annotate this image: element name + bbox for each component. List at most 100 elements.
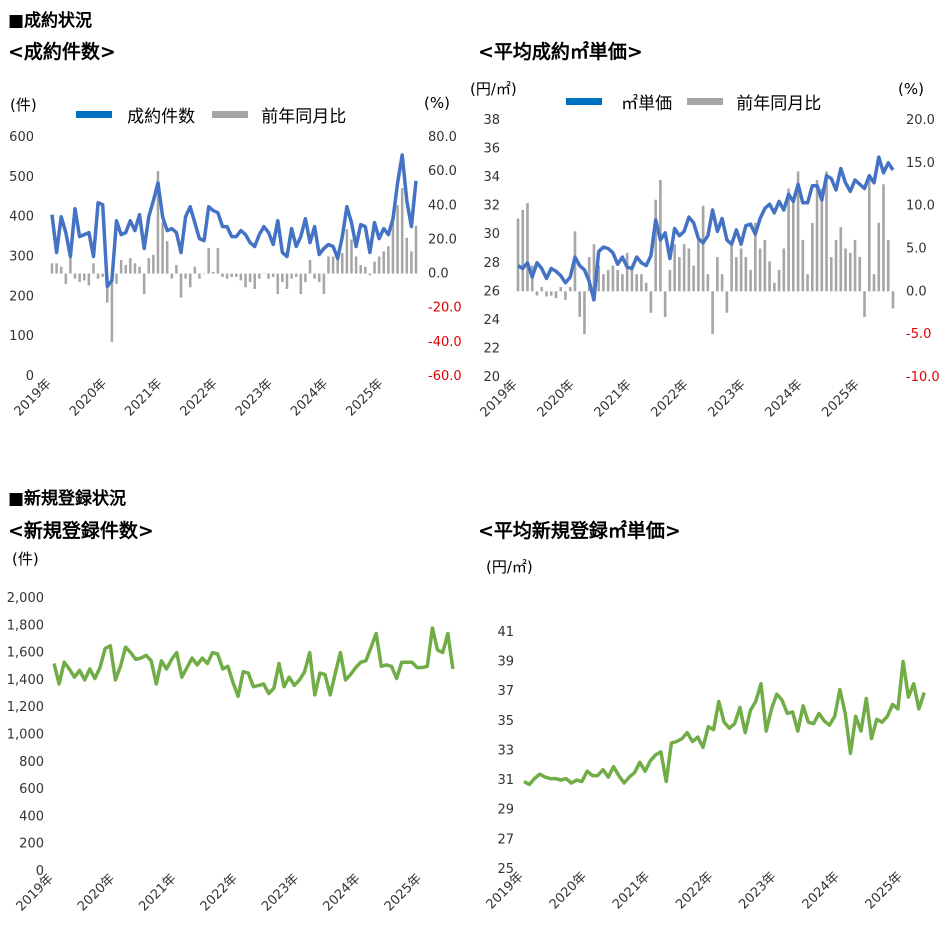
chart4-title: <平均新規登録㎡単価> [478, 520, 681, 542]
bar-yoy [193, 266, 197, 274]
bar-yoy [829, 257, 833, 292]
bar-yoy [50, 263, 54, 274]
bar-yoy [516, 218, 520, 292]
bar-yoy [276, 273, 280, 295]
bar-yoy [749, 269, 752, 292]
bar-yoy [834, 239, 838, 292]
bar-yoy [644, 282, 648, 292]
bar-yoy [815, 179, 819, 292]
bar-yoy [754, 222, 757, 292]
bar-yoy [825, 171, 828, 292]
chart1-right-unit: (%) [424, 94, 450, 112]
bar-yoy [872, 274, 876, 292]
bar-yoy [787, 188, 790, 292]
bar-yoy [87, 273, 91, 286]
bar-yoy [138, 266, 141, 274]
y-left-tick-label: 22 [483, 341, 500, 356]
bar-yoy [526, 203, 529, 292]
bar-yoy [630, 265, 634, 292]
bar-yoy [350, 239, 353, 274]
y-left-tick-label: 26 [483, 284, 500, 299]
x-tick-label: 2024年 [800, 869, 843, 912]
bar-yoy [602, 274, 605, 292]
bar-yoy [258, 273, 261, 279]
legend-swatch-bar [212, 111, 249, 118]
bar-yoy [377, 256, 381, 274]
chart1-left-unit: (件) [10, 96, 37, 114]
bar-yoy [545, 291, 548, 297]
bar-yoy [654, 199, 657, 292]
bar-yoy [354, 256, 358, 274]
y-right-tick-label: 10.0 [906, 199, 935, 214]
y-tick-label: 200 [19, 837, 44, 852]
bar-yoy [267, 273, 270, 279]
legend-label-bar: 前年同月比 [736, 94, 822, 114]
bar-yoy [156, 171, 160, 274]
bar-yoy [405, 237, 409, 274]
bar-yoy [133, 263, 137, 274]
bar-yoy [535, 291, 539, 296]
y-right-tick-label: 20.0 [906, 113, 935, 128]
bar-yoy [540, 287, 544, 292]
y-left-tick-label: 200 [9, 289, 34, 304]
bar-yoy [253, 273, 257, 289]
bar-yoy [235, 273, 238, 277]
bar-yoy [345, 229, 349, 274]
bar-yoy [101, 273, 104, 277]
x-tick-label: 2022年 [673, 869, 716, 912]
legend-swatch-bar [687, 98, 724, 105]
y-right-tick-label: -40.0 [428, 335, 462, 350]
x-tick-label: 2020年 [547, 869, 590, 912]
bar-yoy [706, 274, 710, 292]
y-right-tick-label: 0.0 [906, 284, 927, 299]
y-right-tick-label: 60.0 [428, 164, 457, 179]
y-left-tick-label: 38 [483, 113, 500, 128]
y-left-tick-label: 500 [9, 170, 34, 185]
chart2-title: <平均成約㎡単価> [478, 41, 643, 63]
bar-yoy [735, 257, 738, 292]
bar-yoy [391, 222, 395, 274]
bar-yoy [239, 273, 243, 281]
y-left-tick-label: 600 [9, 130, 34, 145]
bar-yoy [170, 273, 174, 279]
y-right-tick-label: 0.0 [428, 267, 449, 282]
bar-yoy [711, 291, 714, 335]
y-tick-label: 0 [36, 864, 44, 879]
y-right-tick-label: -10.0 [906, 370, 940, 385]
bar-yoy [207, 247, 210, 274]
bar-yoy [844, 248, 847, 292]
bar-yoy [792, 201, 795, 292]
bar-yoy [687, 248, 691, 292]
bar-yoy [810, 222, 814, 292]
y-tick-label: 1,600 [7, 646, 44, 661]
bar-yoy [308, 259, 312, 274]
bar-yoy [230, 273, 233, 277]
bar-yoy [373, 261, 376, 274]
bar-yoy [327, 256, 330, 274]
bar-yoy [682, 244, 686, 292]
bar-yoy [294, 273, 298, 277]
bar-yoy [725, 291, 729, 313]
bar-yoy [147, 258, 151, 274]
bar-yoy [820, 188, 824, 292]
bar-yoy [322, 273, 326, 295]
bar-yoy [142, 273, 146, 295]
bar-yoy [410, 251, 413, 274]
bar-yoy [559, 287, 563, 292]
y-right-tick-label: -60.0 [428, 369, 462, 384]
y-tick-label: 1,800 [7, 618, 44, 633]
bar-yoy [198, 273, 201, 279]
legend-label-bar: 前年同月比 [261, 107, 347, 127]
y-right-tick-label: 40.0 [428, 198, 457, 213]
chart2-legend: ㎡単価 前年同月比 [566, 89, 821, 114]
bar-yoy [663, 291, 667, 318]
y-tick-label: 35 [497, 714, 514, 729]
bar-yoy [216, 247, 220, 274]
bar-yoy [382, 251, 386, 274]
bar-yoy [59, 266, 63, 274]
y-tick-label: 31 [497, 773, 514, 788]
series-line [523, 659, 926, 787]
